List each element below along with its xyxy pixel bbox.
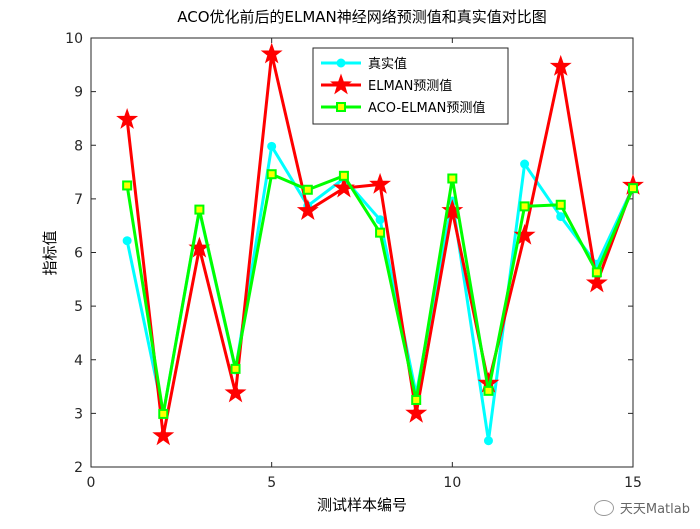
data-point-series-2: [152, 424, 175, 446]
legend-label-1: 真实值: [368, 56, 407, 72]
y-tick-label: 5: [74, 299, 83, 315]
data-point-series-3: [555, 199, 566, 210]
x-tick-label: 15: [624, 475, 642, 491]
legend-label-3: ACO-ELMAN预测值: [368, 100, 485, 116]
x-tick-label: 10: [443, 475, 461, 491]
data-point-series-3: [411, 394, 422, 405]
data-point-series-3: [266, 169, 277, 180]
y-tick-label: 9: [74, 85, 83, 101]
data-point-series-2: [369, 172, 392, 194]
data-point-series-2: [549, 54, 572, 76]
data-point-series-1: [520, 159, 530, 169]
x-axis-label: 测试样本编号: [317, 496, 407, 514]
data-point-series-1: [267, 141, 277, 151]
y-tick-label: 7: [74, 192, 83, 208]
data-point-series-1: [122, 236, 132, 246]
y-axis-label: 指标值: [41, 230, 59, 275]
data-point-series-2: [585, 271, 608, 293]
data-point-series-2: [260, 42, 283, 64]
data-point-series-3: [519, 201, 530, 212]
legend-marker-1: [336, 58, 346, 68]
data-point-series-3: [591, 267, 602, 278]
data-point-series-2: [296, 199, 319, 220]
data-point-series-2: [441, 199, 464, 220]
data-point-series-2: [405, 401, 428, 423]
y-tick-label: 2: [74, 460, 83, 476]
y-tick-label: 4: [74, 353, 83, 369]
chart-title: ACO优化前后的ELMAN神经网络预测值和真实值对比图: [177, 8, 547, 26]
legend-marker-3: [336, 102, 346, 112]
data-point-series-3: [338, 170, 349, 181]
data-point-series-3: [194, 204, 205, 215]
data-point-series-3: [230, 363, 241, 374]
data-point-series-2: [116, 107, 139, 129]
legend-label-2: ELMAN预测值: [368, 78, 452, 94]
x-tick-label: 0: [87, 475, 96, 491]
watermark-text: 天天Matlab: [619, 502, 690, 517]
data-point-series-3: [158, 408, 169, 419]
data-point-series-1: [375, 215, 385, 225]
data-point-series-3: [375, 227, 386, 238]
data-point-series-2: [513, 223, 536, 245]
y-tick-label: 8: [74, 138, 83, 154]
y-tick-label: 10: [65, 31, 83, 47]
data-point-series-3: [122, 180, 133, 191]
data-point-series-3: [302, 184, 313, 195]
y-tick-label: 6: [74, 246, 83, 262]
data-point-series-3: [483, 385, 494, 396]
data-point-series-1: [556, 212, 566, 222]
y-tick-label: 3: [74, 406, 83, 422]
wechat-logo-icon: [593, 499, 614, 516]
x-tick-label: 5: [267, 475, 276, 491]
legend: 真实值 ELMAN预测值 ACO-ELMAN预测值: [312, 47, 509, 125]
data-point-series-1: [483, 436, 493, 446]
data-point-series-2: [224, 381, 247, 403]
watermark: 天天Matlab: [593, 498, 690, 517]
data-point-series-3: [447, 173, 458, 184]
data-point-series-3: [628, 183, 638, 194]
legend-marker-2: [330, 73, 352, 95]
